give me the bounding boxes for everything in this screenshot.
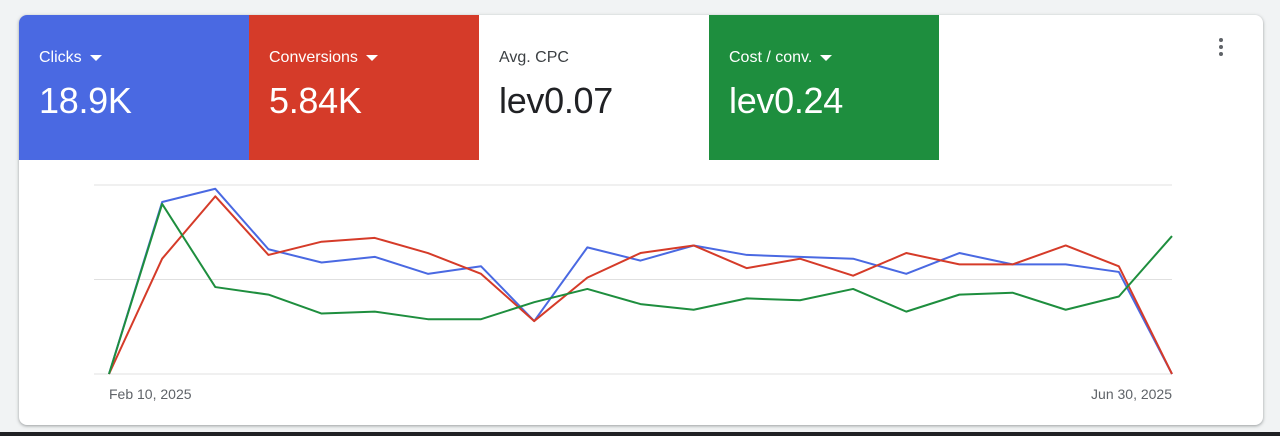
- series-line-clicks: [108, 187, 1173, 375]
- metric-value-clicks: 18.9K: [39, 80, 132, 121]
- metric-label-clicks: Clicks: [39, 49, 249, 67]
- more-vert-icon[interactable]: [1209, 35, 1233, 59]
- line-chart: Feb 10, 2025 Jun 30, 2025: [94, 184, 1173, 402]
- series-line-cost-conv: [108, 202, 1173, 375]
- chart-series: [108, 187, 1173, 375]
- caret-down-icon: [365, 55, 378, 61]
- metric-name: Cost / conv.: [729, 49, 813, 66]
- performance-card: Clicks 18.9K Conversions 5.84K Avg. CPC …: [19, 15, 1263, 425]
- metric-tiles: Clicks 18.9K Conversions 5.84K Avg. CPC …: [19, 15, 939, 160]
- metric-name: Avg. CPC: [499, 49, 569, 66]
- caret-down-icon: [89, 55, 102, 61]
- x-tick-label: Feb 10, 2025: [109, 386, 192, 402]
- window-bottom-edge: [0, 432, 1280, 436]
- metric-tile-conversions[interactable]: Conversions 5.84K: [249, 15, 479, 160]
- metric-label-conversions: Conversions: [269, 49, 479, 67]
- metric-value-cost-per-conv: lev0.24: [729, 80, 843, 121]
- chart-x-ticks: Feb 10, 2025 Jun 30, 2025: [109, 386, 1172, 402]
- metric-tile-avg-cpc[interactable]: Avg. CPC lev0.07: [479, 15, 709, 160]
- metric-value-conversions: 5.84K: [269, 80, 362, 121]
- metric-label-cost-per-conv: Cost / conv.: [729, 49, 939, 67]
- metric-value-avg-cpc: lev0.07: [499, 80, 613, 121]
- chart-grid: [94, 184, 1172, 375]
- series-line-conversions: [108, 195, 1173, 375]
- metric-label-avg-cpc: Avg. CPC: [499, 49, 709, 67]
- metric-tile-cost-per-conv[interactable]: Cost / conv. lev0.24: [709, 15, 939, 160]
- metric-name: Clicks: [39, 49, 82, 66]
- x-tick-label: Jun 30, 2025: [1091, 386, 1172, 402]
- metric-tile-clicks[interactable]: Clicks 18.9K: [19, 15, 249, 160]
- caret-down-icon: [820, 55, 833, 61]
- metric-name: Conversions: [269, 49, 358, 66]
